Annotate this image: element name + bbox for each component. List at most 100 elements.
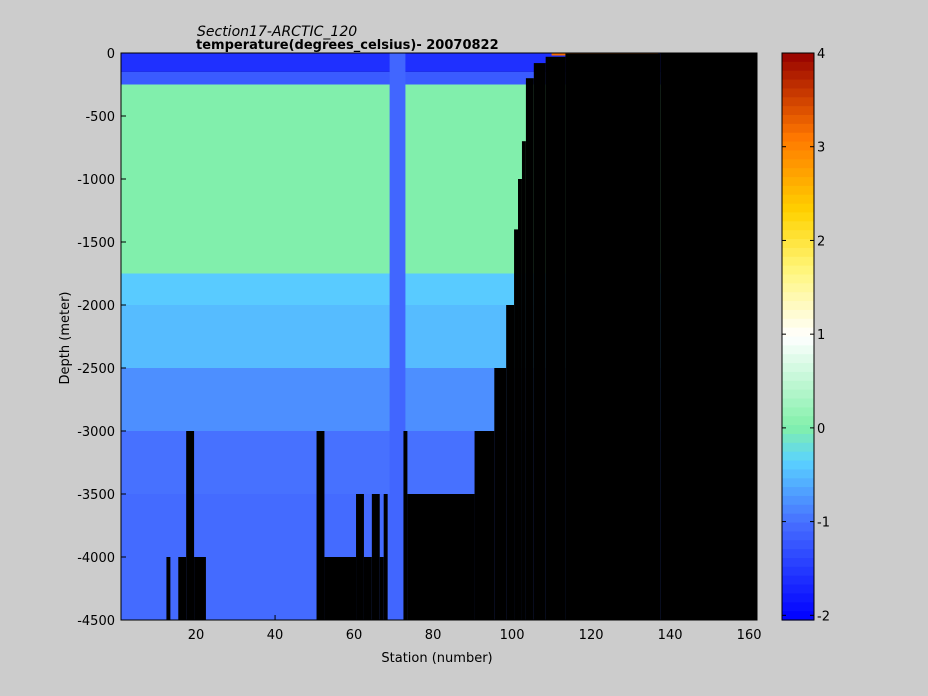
bathymetry-mask: [379, 557, 384, 620]
colorbar-segment: [782, 611, 814, 621]
chart-title: Section17-ARCTIC_120: [197, 24, 357, 40]
x-tick-label: 100: [500, 628, 525, 643]
bathymetry-mask: [383, 494, 388, 620]
y-tick-label: -3000: [77, 425, 115, 440]
y-tick-label: -2000: [77, 299, 115, 314]
bathymetry-mask: [324, 557, 357, 620]
colorbar-segment: [782, 221, 814, 231]
x-tick-label: 160: [737, 628, 762, 643]
colorbar-segment: [782, 531, 814, 541]
colorbar-segment: [782, 212, 814, 222]
colorbar-segment: [782, 88, 814, 98]
bathymetry-mask: [525, 78, 534, 620]
colorbar-segment: [782, 265, 814, 276]
colorbar-segment: [782, 79, 814, 90]
colorbar-segment: [782, 203, 814, 214]
colorbar-segment: [782, 318, 814, 329]
bathymetry-mask: [545, 56, 566, 620]
colorbar-tick-label: 3: [817, 141, 825, 156]
colorbar-segment: [782, 584, 814, 595]
colorbar-segment: [782, 363, 814, 373]
colorbar-segment: [782, 540, 814, 550]
colorbar-tick-label: 0: [817, 422, 825, 437]
colorbar-segment: [782, 345, 814, 355]
colorbar-segment: [782, 70, 814, 81]
bathymetry-mask: [178, 557, 187, 620]
x-tick-label: 80: [425, 628, 442, 643]
colorbar-segment: [782, 132, 814, 143]
chart-subtitle: temperature(degrees_celsius)- 20070822: [196, 38, 499, 53]
colorbar-segment: [782, 141, 814, 152]
colorbar-tick-label: -1: [817, 516, 830, 531]
colorbar-segment: [782, 97, 814, 107]
colorbar-tick-label: 2: [817, 234, 825, 249]
bathymetry-mask: [316, 431, 325, 620]
colorbar-segment: [782, 469, 814, 479]
colorbar-segment: [782, 53, 814, 63]
plot-frame: [120, 52, 758, 621]
colorbar-segment: [782, 309, 814, 320]
bathymetry-mask: [363, 557, 372, 620]
colorbar-segment: [782, 327, 814, 338]
colorbar-segment: [782, 159, 814, 169]
colorbar-segment: [782, 513, 814, 524]
colorbar-segment: [782, 460, 814, 470]
colorbar-tick-label: -2: [817, 609, 830, 624]
colorbar-segment: [782, 336, 814, 346]
y-tick-label: -3500: [77, 488, 115, 503]
colorbar-segment: [782, 557, 814, 568]
colorbar-segment: [782, 407, 814, 417]
x-tick-label: 120: [579, 628, 604, 643]
colorbar-segment: [782, 566, 814, 577]
bathymetry-mask: [474, 431, 495, 620]
bathymetry-mask: [506, 305, 515, 620]
bathymetry-mask: [660, 53, 757, 620]
colorbar-segment: [782, 177, 814, 187]
y-axis-label: Depth (meter): [58, 292, 73, 385]
colorbar-segment: [782, 433, 814, 444]
bathymetry-mask: [371, 494, 380, 620]
colorbar-segment: [782, 442, 814, 453]
colorbar-frame: [781, 52, 815, 621]
colorbar-segment: [782, 106, 814, 116]
colorbar-segment: [782, 123, 814, 134]
colorbar-tick-label: 1: [817, 328, 825, 343]
colorbar-segment: [782, 602, 814, 612]
bathymetry-mask: [194, 557, 206, 620]
colorbar-tick-label: 4: [817, 47, 825, 62]
colorbar-segment: [782, 495, 814, 506]
plot-area: [120, 52, 758, 621]
colorbar-segment: [782, 380, 814, 391]
y-axis-ticks: 0 -500 -1000 -1500 -2000 -2500 -3000 -3500 -4000…: [77, 47, 126, 629]
colorbar-segment: [782, 398, 814, 408]
bathymetry-mask: [514, 229, 519, 620]
colorbar-segment: [782, 451, 814, 462]
bathymetry-mask: [356, 494, 364, 620]
vertical-band: [389, 53, 406, 620]
bathymetry-mask: [494, 368, 507, 620]
colorbar-segment: [782, 416, 814, 426]
colorbar-segment: [782, 194, 814, 205]
colorbar-segment: [782, 593, 814, 603]
colorbar-segment: [782, 150, 814, 160]
colorbar-segment: [782, 549, 814, 559]
bathymetry-mask: [565, 53, 661, 620]
colorbar-segment: [782, 425, 814, 435]
colorbar-segment: [782, 354, 814, 364]
colorbar-ticks: 4 3 2 1 0 -1 -2: [782, 47, 830, 624]
y-tick-label: 0: [107, 47, 115, 62]
colorbar-segment: [782, 487, 814, 497]
colorbar-segment: [782, 115, 814, 125]
colorbar-segment: [782, 247, 814, 258]
bathymetry-mask: [533, 63, 546, 620]
colorbar-segment: [782, 283, 814, 293]
x-axis-ticks: 20 40 60 80 100 120 140 160: [188, 615, 762, 643]
colorbar-segment: [782, 168, 814, 178]
colorbar-segment: [782, 185, 814, 196]
colorbar-segment: [782, 478, 814, 488]
bathymetry-mask: [518, 179, 522, 620]
y-tick-label: -4000: [77, 551, 115, 566]
colorbar-segment: [782, 230, 814, 240]
colorbar-segment: [782, 292, 814, 302]
colorbar-segment: [782, 256, 814, 267]
